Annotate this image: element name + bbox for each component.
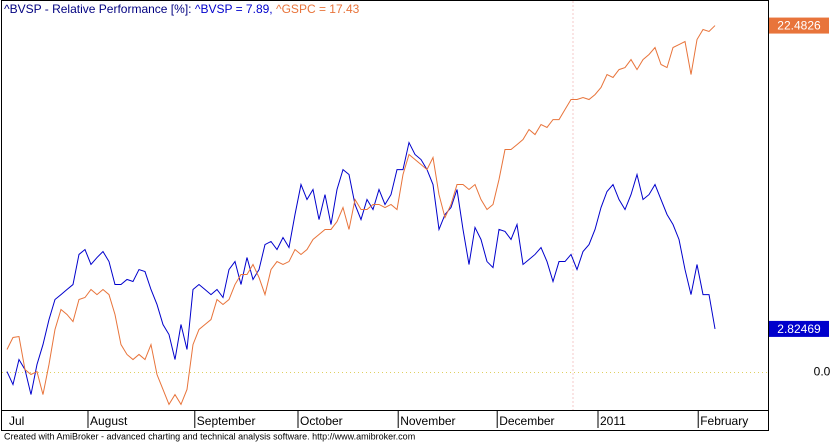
last-value-box	[769, 320, 829, 337]
x-tick-label: August	[90, 414, 128, 428]
title-entry: ^BVSP = 7.89,	[195, 2, 273, 16]
x-axis-box	[1, 410, 769, 431]
x-tick-label: 2011	[600, 414, 626, 428]
x-tick-label: Jul	[9, 414, 24, 428]
last-value-label: 22.4826	[777, 19, 821, 33]
last-value-label: 2.82469	[777, 322, 821, 336]
series-line	[6, 141, 716, 395]
x-tick-label: September	[197, 414, 256, 428]
title-text: ^BVSP - Relative Performance [%]:	[4, 2, 191, 16]
last-value-box	[769, 17, 829, 34]
x-tick-label: December	[499, 414, 554, 428]
title-entry: ^GSPC = 17.43	[276, 2, 360, 16]
y-tick-label: 0.0	[814, 365, 831, 379]
x-tick-label: November	[400, 414, 455, 428]
x-tick-label: October	[300, 414, 343, 428]
footer: Created with AmiBroker - advanced charti…	[4, 431, 415, 441]
x-tick-label: February	[700, 414, 748, 428]
chart-title: ^BVSP - Relative Performance [%]: ^BVSP …	[4, 2, 360, 16]
series-line	[6, 25, 716, 406]
plot-frame	[1, 0, 769, 411]
